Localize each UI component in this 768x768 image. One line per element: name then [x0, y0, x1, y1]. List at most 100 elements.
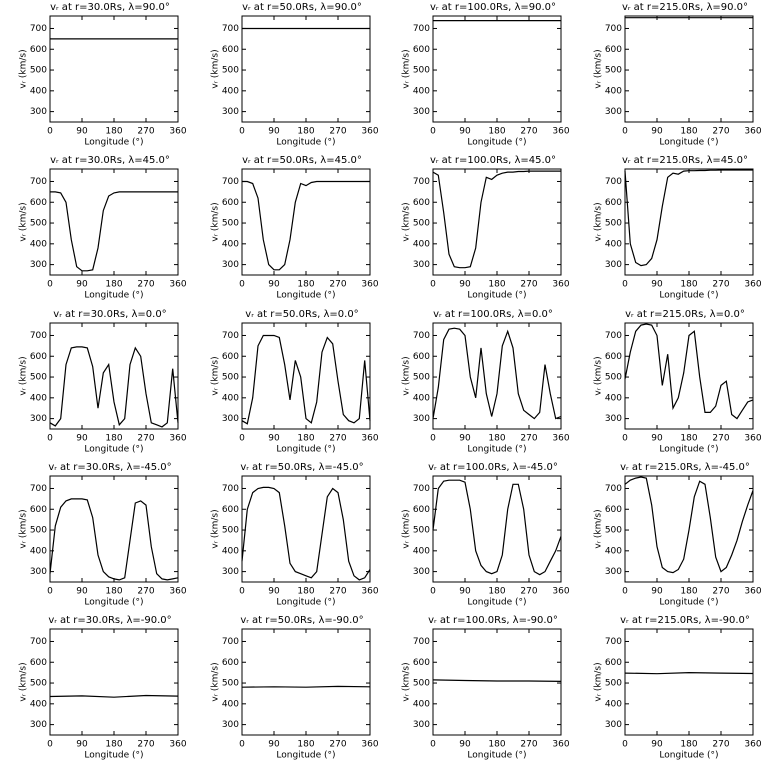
x-tick-label: 270 — [137, 127, 154, 137]
x-tick-label: 90 — [76, 587, 88, 597]
y-tick-label: 700 — [413, 331, 430, 341]
plot-frame — [241, 15, 371, 123]
x-tick-label: 360 — [361, 280, 378, 290]
chart-title: vᵣ at r=100.0Rs, λ=-45.0° — [428, 462, 558, 473]
plot-frame — [49, 15, 179, 123]
x-tick-label: 180 — [105, 740, 122, 750]
y-tick-label: 600 — [222, 505, 239, 515]
y-tick-label: 500 — [30, 373, 47, 383]
x-tick-label: 0 — [622, 740, 628, 750]
x-axis-label: Longitude (°) — [276, 598, 335, 608]
x-tick-label: 360 — [744, 740, 761, 750]
x-tick-label: 270 — [329, 587, 346, 597]
y-axis-label: vᵣ (km/s) — [211, 509, 221, 548]
x-axis-label: Longitude (°) — [467, 445, 526, 455]
x-tick-label: 270 — [137, 280, 154, 290]
x-tick-label: 360 — [744, 280, 761, 290]
y-tick-label: 700 — [222, 484, 239, 494]
x-tick-label: 0 — [239, 280, 245, 290]
x-tick-label: 0 — [47, 740, 53, 750]
x-tick-label: 0 — [239, 434, 245, 444]
x-axis-label: Longitude (°) — [276, 445, 335, 455]
y-tick-label: 300 — [30, 260, 47, 270]
y-tick-label: 500 — [222, 66, 239, 76]
y-tick-label: 400 — [605, 393, 622, 403]
y-tick-label: 600 — [30, 505, 47, 515]
x-tick-label: 180 — [105, 127, 122, 137]
chart-title: vᵣ at r=50.0Rs, λ=-45.0° — [240, 462, 363, 473]
y-tick-label: 300 — [222, 414, 239, 424]
y-tick-label: 700 — [413, 24, 430, 34]
x-axis-label: Longitude (°) — [659, 598, 718, 608]
chart-title: vᵣ at r=30.0Rs, λ=-90.0° — [48, 615, 171, 626]
data-line — [50, 191, 178, 272]
y-tick-label: 500 — [222, 526, 239, 536]
x-tick-label: 360 — [744, 434, 761, 444]
x-tick-label: 90 — [268, 740, 280, 750]
x-axis-label: Longitude (°) — [276, 138, 335, 148]
y-tick-label: 700 — [413, 177, 430, 187]
x-tick-label: 180 — [297, 587, 314, 597]
data-line — [432, 679, 562, 682]
y-tick-label: 700 — [605, 637, 622, 647]
y-axis-label: vᵣ (km/s) — [594, 509, 604, 548]
x-tick-label: 180 — [680, 434, 697, 444]
chart-title: vᵣ at r=215.0Rs, λ=-45.0° — [620, 462, 750, 473]
y-tick-label: 400 — [413, 239, 430, 249]
y-tick-label: 500 — [413, 679, 430, 689]
x-tick-label: 360 — [361, 740, 378, 750]
x-tick-label: 90 — [651, 740, 663, 750]
x-tick-label: 180 — [105, 434, 122, 444]
data-line — [624, 323, 754, 420]
x-tick-label: 0 — [239, 740, 245, 750]
y-tick-label: 300 — [30, 720, 47, 730]
x-tick-label: 270 — [329, 280, 346, 290]
data-line — [432, 170, 561, 269]
plot-frame — [49, 322, 179, 430]
y-tick-label: 400 — [222, 546, 239, 556]
y-axis-label: vᵣ (km/s) — [211, 662, 221, 701]
data-line — [432, 327, 562, 420]
x-tick-label: 90 — [76, 280, 88, 290]
data-line — [624, 671, 754, 675]
y-axis-label: vᵣ (km/s) — [402, 49, 412, 88]
x-axis-label: Longitude (°) — [276, 751, 335, 761]
x-tick-label: 0 — [430, 587, 436, 597]
y-axis-label: vᵣ (km/s) — [211, 202, 221, 241]
x-axis-label: Longitude (°) — [84, 291, 143, 301]
data-line — [49, 346, 179, 428]
y-tick-label: 400 — [413, 699, 430, 709]
x-tick-label: 360 — [552, 127, 569, 137]
y-tick-label: 700 — [605, 24, 622, 34]
x-axis-label: Longitude (°) — [84, 598, 143, 608]
y-tick-label: 300 — [222, 567, 239, 577]
y-tick-label: 400 — [30, 699, 47, 709]
x-tick-label: 90 — [76, 434, 88, 444]
y-tick-label: 300 — [222, 260, 239, 270]
x-axis-label: Longitude (°) — [84, 138, 143, 148]
x-tick-label: 0 — [430, 280, 436, 290]
x-tick-label: 360 — [169, 587, 186, 597]
x-tick-label: 0 — [47, 280, 53, 290]
data-line — [624, 169, 753, 267]
x-tick-label: 90 — [76, 740, 88, 750]
y-axis-label: vᵣ (km/s) — [211, 49, 221, 88]
data-line — [241, 685, 371, 688]
x-axis-label: Longitude (°) — [467, 598, 526, 608]
y-tick-label: 500 — [30, 219, 47, 229]
plot-frame — [624, 168, 754, 276]
y-tick-label: 600 — [222, 658, 239, 668]
y-tick-label: 600 — [222, 45, 239, 55]
x-tick-label: 180 — [680, 740, 697, 750]
x-tick-label: 270 — [520, 587, 537, 597]
x-tick-label: 0 — [622, 587, 628, 597]
y-tick-label: 300 — [222, 720, 239, 730]
x-tick-label: 90 — [459, 127, 471, 137]
x-tick-label: 0 — [622, 434, 628, 444]
y-tick-label: 300 — [413, 414, 430, 424]
chart-title: vᵣ at r=30.0Rs, λ=45.0° — [50, 155, 170, 166]
x-tick-label: 180 — [680, 127, 697, 137]
chart-title: vᵣ at r=50.0Rs, λ=0.0° — [245, 309, 358, 320]
x-tick-label: 90 — [459, 740, 471, 750]
y-tick-label: 700 — [605, 177, 622, 187]
